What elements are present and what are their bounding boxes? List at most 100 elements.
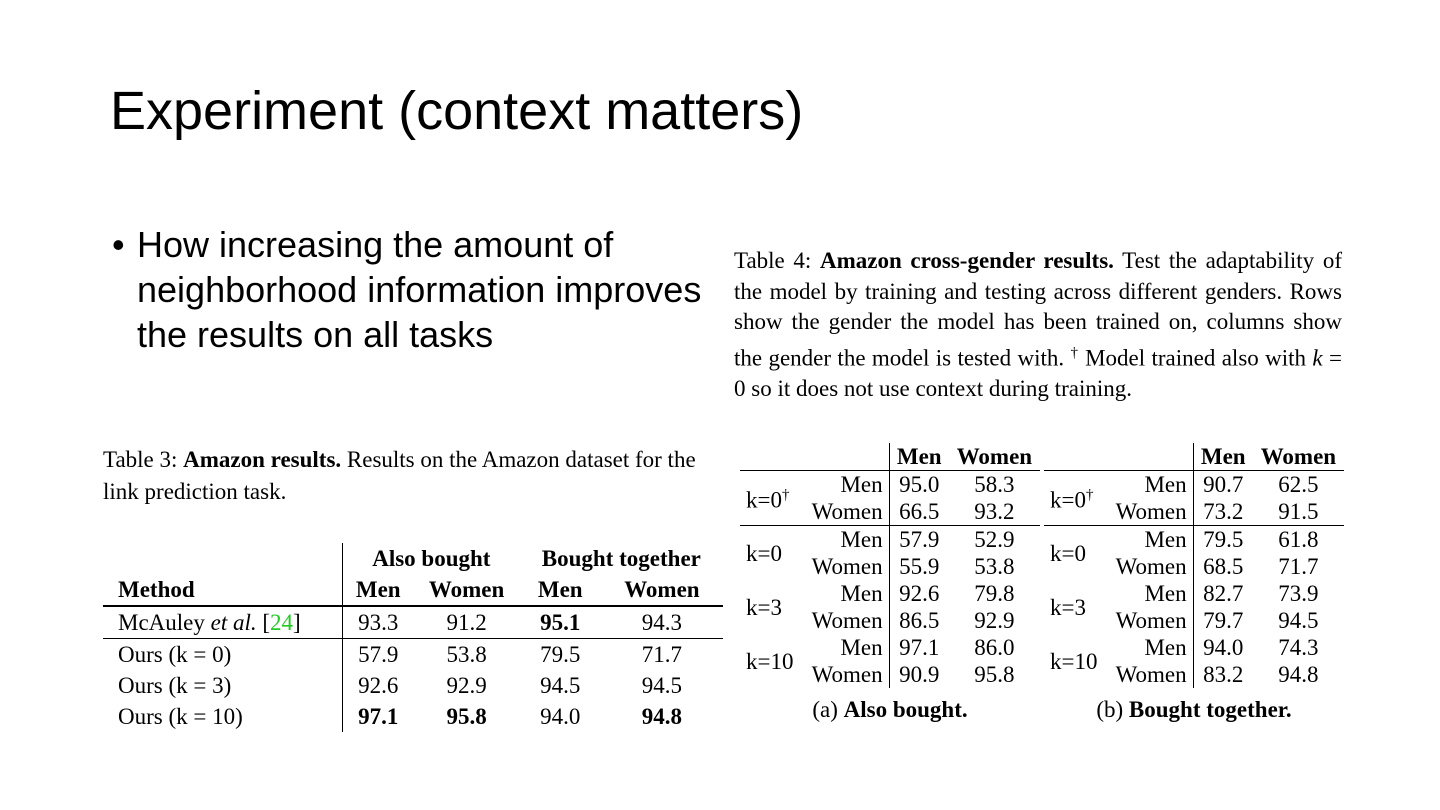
column-header: Method bbox=[103, 574, 343, 606]
k-label: k=3 bbox=[746, 594, 782, 620]
k-label: k=0 bbox=[1050, 540, 1086, 566]
value-cell: 53.8 bbox=[446, 641, 487, 667]
value-cell: 94.5 bbox=[540, 672, 581, 698]
gender-cell: Men bbox=[802, 634, 890, 661]
text-run: [ bbox=[256, 609, 271, 635]
results-table: Also bought Bought together Method Men Women… bbox=[103, 543, 723, 732]
value-cell: 57.9 bbox=[358, 641, 399, 667]
value-cell: 97.1 bbox=[899, 635, 940, 660]
table-row: k=0 Men 57.9 52.9 bbox=[740, 525, 1040, 566]
cell bbox=[740, 443, 802, 471]
value-cell: 68.5 bbox=[1203, 554, 1244, 579]
k-cell: k=0 bbox=[1044, 526, 1106, 581]
value-cell: 92.9 bbox=[446, 672, 487, 698]
text-run: Table 4: bbox=[734, 248, 820, 273]
value-cell: 79.8 bbox=[974, 581, 1015, 606]
gender-cell: Women bbox=[802, 553, 890, 580]
value-cell: 86.0 bbox=[974, 635, 1015, 660]
value-cell: 79.5 bbox=[540, 641, 581, 667]
text-run: Ours (k = 3) bbox=[118, 672, 232, 698]
cell bbox=[802, 443, 890, 471]
k-label: k=10 bbox=[746, 648, 794, 674]
text-run: (a) bbox=[812, 697, 844, 722]
value-cell: 55.9 bbox=[899, 554, 940, 579]
group-header: Also bought bbox=[372, 545, 491, 571]
table-row: k=0† Men 95.0 58.3 bbox=[740, 470, 1040, 513]
footnote-mark: † bbox=[781, 487, 790, 504]
text-run: Table 3: bbox=[103, 447, 184, 472]
text-run: ] bbox=[293, 609, 301, 635]
value-cell: 62.5 bbox=[1278, 472, 1319, 497]
value-cell: 73.9 bbox=[1278, 581, 1319, 606]
value-cell: 82.7 bbox=[1203, 581, 1244, 606]
value-cell: 93.3 bbox=[358, 609, 399, 635]
k-cell: k=10 bbox=[740, 634, 802, 688]
text-run: † bbox=[1070, 344, 1079, 361]
value-cell: 86.5 bbox=[899, 608, 940, 633]
k-cell: k=0† bbox=[1044, 471, 1106, 526]
gender-cell: Women bbox=[1106, 498, 1194, 526]
value-cell: 94.3 bbox=[641, 609, 683, 635]
gender-cell: Women bbox=[1106, 661, 1194, 688]
header-row: Men Women bbox=[740, 443, 1040, 471]
footnote-mark: † bbox=[1085, 487, 1094, 504]
value-cell: 79.7 bbox=[1203, 608, 1244, 633]
header-row: Men Women bbox=[1044, 443, 1344, 471]
method-cell: McAuley et al. [24] bbox=[103, 606, 343, 639]
value-cell: 94.0 bbox=[1203, 635, 1244, 660]
cell bbox=[1106, 443, 1194, 471]
text-run: k bbox=[1312, 345, 1323, 371]
value-cell: 61.8 bbox=[1278, 527, 1319, 552]
method-cell: Ours (k = 10) bbox=[103, 701, 343, 732]
table-row: Women 90.9 95.8 bbox=[740, 661, 1040, 688]
gender-cell: Men bbox=[802, 580, 890, 607]
text-run: Ours (k = 0) bbox=[118, 641, 232, 667]
text-run: Model trained also with bbox=[1078, 345, 1313, 371]
value-cell: 71.7 bbox=[1278, 554, 1319, 579]
gender-cell: Men bbox=[1106, 470, 1194, 498]
text-run: Amazon results. bbox=[183, 447, 342, 472]
gender-cell: Men bbox=[802, 470, 890, 498]
text-run: Ours (k = 10) bbox=[118, 703, 243, 729]
table-row: Women 86.5 92.9 bbox=[740, 607, 1040, 634]
value-cell: 92.6 bbox=[358, 672, 399, 698]
subtable-caption: (b) Bought together. bbox=[1044, 697, 1344, 723]
k-cell: k=0 bbox=[740, 526, 802, 581]
subtable: Men Women k=0† Men 90.7 62.5 Women 73.2 91.5 k=0 M… bbox=[1044, 443, 1344, 688]
method-cell: Ours (k = 0) bbox=[103, 638, 343, 670]
value-cell: 90.7 bbox=[1203, 472, 1244, 497]
text-run: = 0 so it does not use context during tr… bbox=[734, 345, 1342, 401]
value-cell: 92.6 bbox=[899, 581, 940, 606]
value-cell: 91.5 bbox=[1278, 499, 1319, 524]
column-header: Men bbox=[537, 576, 583, 602]
k-cell: k=3 bbox=[1044, 580, 1106, 634]
text-run: McAuley bbox=[118, 609, 211, 635]
column-header: Women bbox=[1260, 444, 1337, 469]
group-header: Bought together bbox=[541, 545, 701, 571]
value-cell: 94.5 bbox=[1278, 608, 1319, 633]
value-cell: 94.5 bbox=[641, 672, 683, 698]
table-row: Women 68.5 71.7 bbox=[1044, 553, 1344, 580]
gender-cell: Men bbox=[1106, 634, 1194, 661]
gender-cell: Men bbox=[1106, 580, 1194, 607]
k-label: k=0 bbox=[1050, 487, 1086, 513]
k-label: k=0 bbox=[746, 540, 782, 566]
gender-cell: Women bbox=[1106, 607, 1194, 634]
text-run: Also bought. bbox=[843, 697, 968, 722]
text-run: Results on the Amazon dataset for the li… bbox=[103, 447, 696, 504]
gender-cell: Men bbox=[802, 525, 890, 553]
table-caption: Table 3: Amazon results. Results on the … bbox=[103, 444, 703, 508]
column-header: Men bbox=[896, 444, 942, 469]
bullet: • How increasing the amount of neighborho… bbox=[112, 222, 717, 357]
text-run: (b) bbox=[1096, 697, 1129, 722]
k-label: k=10 bbox=[1050, 648, 1098, 674]
k-label: k=3 bbox=[1050, 594, 1086, 620]
table-row: k=10 Men 97.1 86.0 bbox=[740, 634, 1040, 674]
table-row: McAuley et al. [24] 93.3 91.2 95.1 94.3 bbox=[103, 606, 723, 639]
text-run: 24 bbox=[270, 609, 294, 635]
table-row: k=0 Men 79.5 61.8 bbox=[1044, 525, 1344, 566]
text-run: et al. bbox=[210, 609, 257, 635]
column-header: Women bbox=[956, 444, 1033, 469]
value-cell: 94.8 bbox=[641, 703, 683, 729]
